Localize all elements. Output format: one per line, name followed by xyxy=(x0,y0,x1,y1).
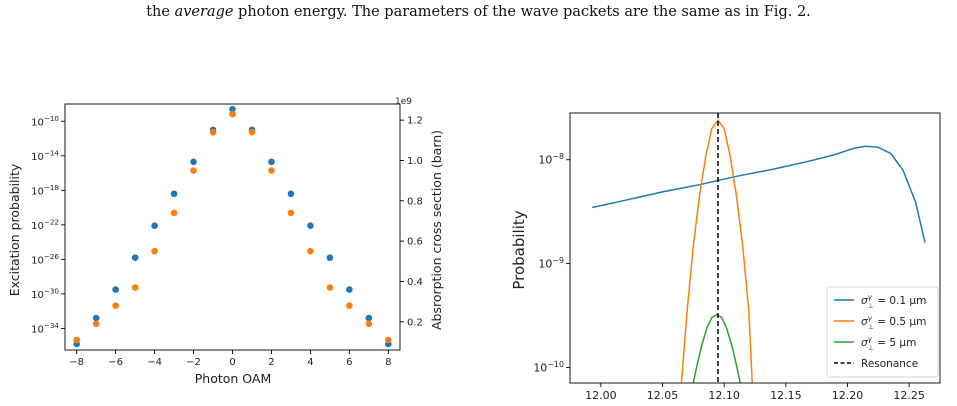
excitation-point xyxy=(365,314,373,322)
x-tick-label: −6 xyxy=(108,357,123,368)
x-tick-label: −4 xyxy=(147,357,162,368)
excitation-point xyxy=(229,105,236,113)
y-tick-label: 10−14 xyxy=(31,149,59,163)
right-axis-multiplier: 1e9 xyxy=(395,97,412,107)
x-tick-label: −8 xyxy=(69,357,84,368)
y2-tick-label: 0.2 xyxy=(407,317,423,328)
cross-section-point xyxy=(365,320,373,328)
cross-section-point xyxy=(190,167,197,174)
y-tick-label: 10−34 xyxy=(31,321,59,335)
y2-tick-label: 1.0 xyxy=(407,156,423,167)
cross-section-point xyxy=(151,247,158,255)
x-tick-label: −2 xyxy=(186,357,201,368)
x-tick-label: 2 xyxy=(268,357,274,368)
caption-post: photon energy. The parameters of the wav… xyxy=(233,4,811,20)
y-tick-label: 10−22 xyxy=(31,218,59,232)
cross-section-point xyxy=(112,302,119,309)
y2-axis-label: Absrorption cross section (barn) xyxy=(429,130,444,330)
cross-section-point xyxy=(346,302,353,309)
cross-section-point xyxy=(229,110,236,118)
excitation-point xyxy=(112,286,119,293)
y2-tick-label: 1.2 xyxy=(407,116,423,127)
x-tick-label: 0 xyxy=(229,357,235,368)
y-tick-label: 10−26 xyxy=(31,252,59,266)
x-tick-label: 4 xyxy=(307,357,313,368)
cross-section-point xyxy=(131,284,139,291)
excitation-point xyxy=(307,222,314,230)
cross-section-point xyxy=(307,247,314,255)
excitation-point xyxy=(170,190,178,198)
x-tick-label: 8 xyxy=(385,357,391,368)
y-tick-label: 10−30 xyxy=(31,287,59,301)
cross-section-point xyxy=(170,209,178,217)
cross-section-point xyxy=(385,336,392,344)
excitation-point xyxy=(131,254,139,261)
excitation-point xyxy=(190,158,197,166)
cross-section-point xyxy=(326,284,334,291)
y-tick-label: 10−10 xyxy=(31,114,59,128)
cross-section-point xyxy=(268,167,275,174)
cross-section-point xyxy=(287,209,295,217)
figure-caption: the average photon energy. The parameter… xyxy=(0,4,957,20)
y-axis-label: Excitation probability xyxy=(7,163,22,296)
excitation-point xyxy=(268,158,275,166)
excitation-point xyxy=(92,314,100,322)
y2-tick-label: 0.4 xyxy=(407,277,423,288)
y2-tick-label: 0.8 xyxy=(407,196,423,207)
cross-section-point xyxy=(73,336,80,344)
plot-frame xyxy=(64,103,401,351)
y-tick-label: 10−18 xyxy=(31,183,59,197)
x-axis-label: Photon OAM xyxy=(195,371,272,386)
cross-section-point xyxy=(92,320,100,328)
caption-emphasis: average xyxy=(174,4,234,20)
y2-tick-label: 0.6 xyxy=(407,237,423,248)
excitation-point xyxy=(326,254,334,261)
excitation-point xyxy=(346,286,353,293)
caption-pre: the xyxy=(146,4,175,20)
x-tick-label: 6 xyxy=(346,357,352,368)
cross-section-point xyxy=(248,128,256,136)
excitation-point xyxy=(151,222,158,230)
cross-section-point xyxy=(209,128,217,136)
excitation-point xyxy=(287,190,295,198)
